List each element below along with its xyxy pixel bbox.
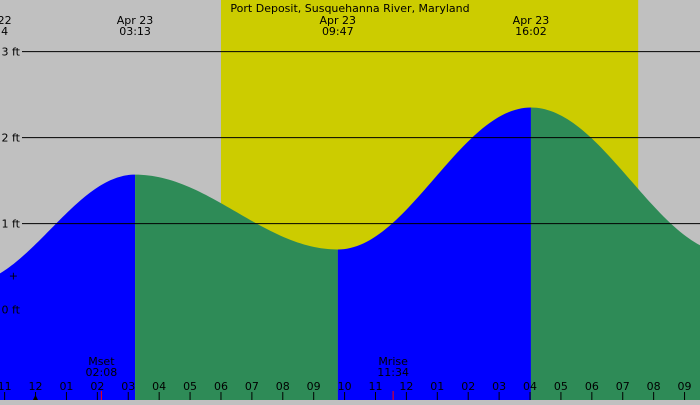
falling-tide-segment: [135, 174, 338, 400]
moon-event-label: Mset: [88, 355, 115, 368]
falling-tide-segment: [530, 107, 700, 400]
hour-tick-label: 04: [523, 380, 537, 393]
y-tick-label: 2 ft: [2, 132, 21, 145]
time-marker-arrow: ▲: [31, 392, 40, 400]
extreme-time-label: 03:13: [119, 25, 151, 38]
extreme-date-label: 22: [0, 14, 12, 27]
hour-tick-label: 03: [492, 380, 506, 393]
hour-tick-label: 07: [616, 380, 630, 393]
extreme-date-label: Apr 23: [117, 14, 154, 27]
y-tick-label: 1 ft: [2, 218, 21, 231]
hour-tick-label: 08: [276, 380, 290, 393]
extreme-time-label: 4: [1, 25, 8, 38]
hour-tick-label: 12: [399, 380, 413, 393]
chart-title: Port Deposit, Susquehanna River, Marylan…: [230, 2, 469, 15]
moon-event-label: Mrise: [378, 355, 408, 368]
hour-tick-label: 11: [368, 380, 382, 393]
hour-tick-label: 05: [554, 380, 568, 393]
hour-tick-label: 09: [307, 380, 321, 393]
axis-plus-marker: +: [9, 269, 18, 282]
hour-tick-label: 02: [461, 380, 475, 393]
extreme-time-label: 09:47: [322, 25, 354, 38]
extreme-date-label: Apr 23: [513, 14, 550, 27]
hour-tick-label: 06: [214, 380, 228, 393]
extreme-date-label: Apr 23: [320, 14, 357, 27]
y-tick-label: 0 ft: [2, 304, 21, 317]
hour-tick-label: 10: [338, 380, 352, 393]
rising-tide-segment: [337, 107, 531, 400]
moon-event-time: 02:08: [86, 366, 118, 379]
moon-event-time: 11:34: [377, 366, 409, 379]
hour-tick-label: 06: [585, 380, 599, 393]
hour-tick-label: 05: [183, 380, 197, 393]
tide-area-layer: [0, 107, 700, 400]
hour-tick-label: 01: [59, 380, 73, 393]
y-tick-label: 3 ft: [2, 46, 21, 59]
hour-tick-label: 03: [121, 380, 135, 393]
hour-tick-label: 12: [29, 380, 43, 393]
gridline-layer: [4, 51, 700, 400]
extreme-time-label: 16:02: [515, 25, 547, 38]
hour-tick-label: 09: [678, 380, 692, 393]
hour-tick-label: 07: [245, 380, 259, 393]
hour-tick-label: 08: [647, 380, 661, 393]
hour-tick-label: 11: [0, 380, 12, 393]
hour-tick-label: 02: [90, 380, 104, 393]
hour-tick-label: 01: [430, 380, 444, 393]
rising-tide-segment: [0, 174, 136, 400]
hour-tick-label: 04: [152, 380, 166, 393]
